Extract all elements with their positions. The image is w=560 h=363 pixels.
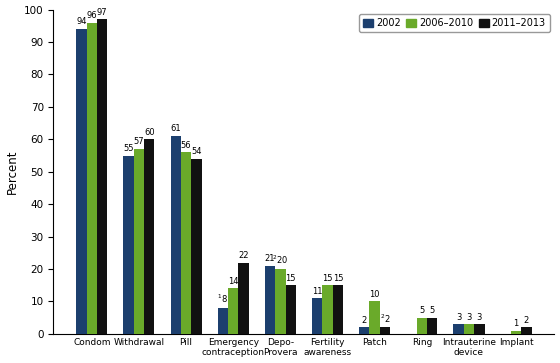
Bar (97, 19, 108, 334)
Text: 10: 10 (370, 290, 380, 299)
Bar (427, 318, 437, 334)
Text: 96: 96 (86, 11, 97, 20)
Text: 3: 3 (456, 313, 461, 322)
Text: $^{2}$2: $^{2}$2 (380, 313, 390, 325)
Bar (464, 324, 474, 334)
Bar (511, 331, 521, 334)
Text: 5: 5 (430, 306, 435, 315)
Bar (323, 285, 333, 334)
Bar (144, 139, 155, 334)
Bar (265, 266, 275, 334)
Text: 56: 56 (181, 141, 192, 150)
Bar (76, 29, 87, 334)
Text: 1: 1 (514, 319, 519, 328)
Bar (333, 285, 343, 334)
Bar (380, 327, 390, 334)
Text: 94: 94 (76, 17, 87, 26)
Text: 60: 60 (144, 128, 155, 137)
Bar (370, 301, 380, 334)
Text: 3: 3 (477, 313, 482, 322)
Text: 3: 3 (466, 313, 472, 322)
Text: 5: 5 (419, 306, 424, 315)
Bar (521, 327, 531, 334)
Text: 2: 2 (362, 316, 367, 325)
Text: 54: 54 (191, 147, 202, 156)
Text: 15: 15 (322, 274, 333, 283)
Bar (134, 149, 144, 334)
Text: 21: 21 (265, 254, 276, 263)
Text: 61: 61 (170, 125, 181, 134)
Bar (286, 285, 296, 334)
Y-axis label: Percent: Percent (6, 150, 18, 194)
Text: 14: 14 (228, 277, 239, 286)
Text: 57: 57 (134, 138, 144, 146)
Legend: 2002, 2006–2010, 2011–2013: 2002, 2006–2010, 2011–2013 (359, 15, 549, 32)
Bar (171, 136, 181, 334)
Text: 22: 22 (239, 251, 249, 260)
Text: 11: 11 (312, 287, 323, 295)
Bar (192, 159, 202, 334)
Bar (359, 327, 370, 334)
Text: 2: 2 (524, 316, 529, 325)
Bar (181, 152, 192, 334)
Bar (454, 324, 464, 334)
Text: 15: 15 (333, 274, 343, 283)
Text: 15: 15 (286, 274, 296, 283)
Bar (228, 289, 239, 334)
Bar (417, 318, 427, 334)
Bar (218, 308, 228, 334)
Bar (87, 23, 97, 334)
Text: $^{1}$8: $^{1}$8 (217, 293, 228, 305)
Text: $^{2}$20: $^{2}$20 (272, 254, 288, 266)
Bar (239, 262, 249, 334)
Text: 55: 55 (123, 144, 134, 153)
Bar (123, 155, 134, 334)
Bar (474, 324, 484, 334)
Bar (275, 269, 286, 334)
Bar (312, 298, 323, 334)
Text: 97: 97 (97, 8, 108, 17)
